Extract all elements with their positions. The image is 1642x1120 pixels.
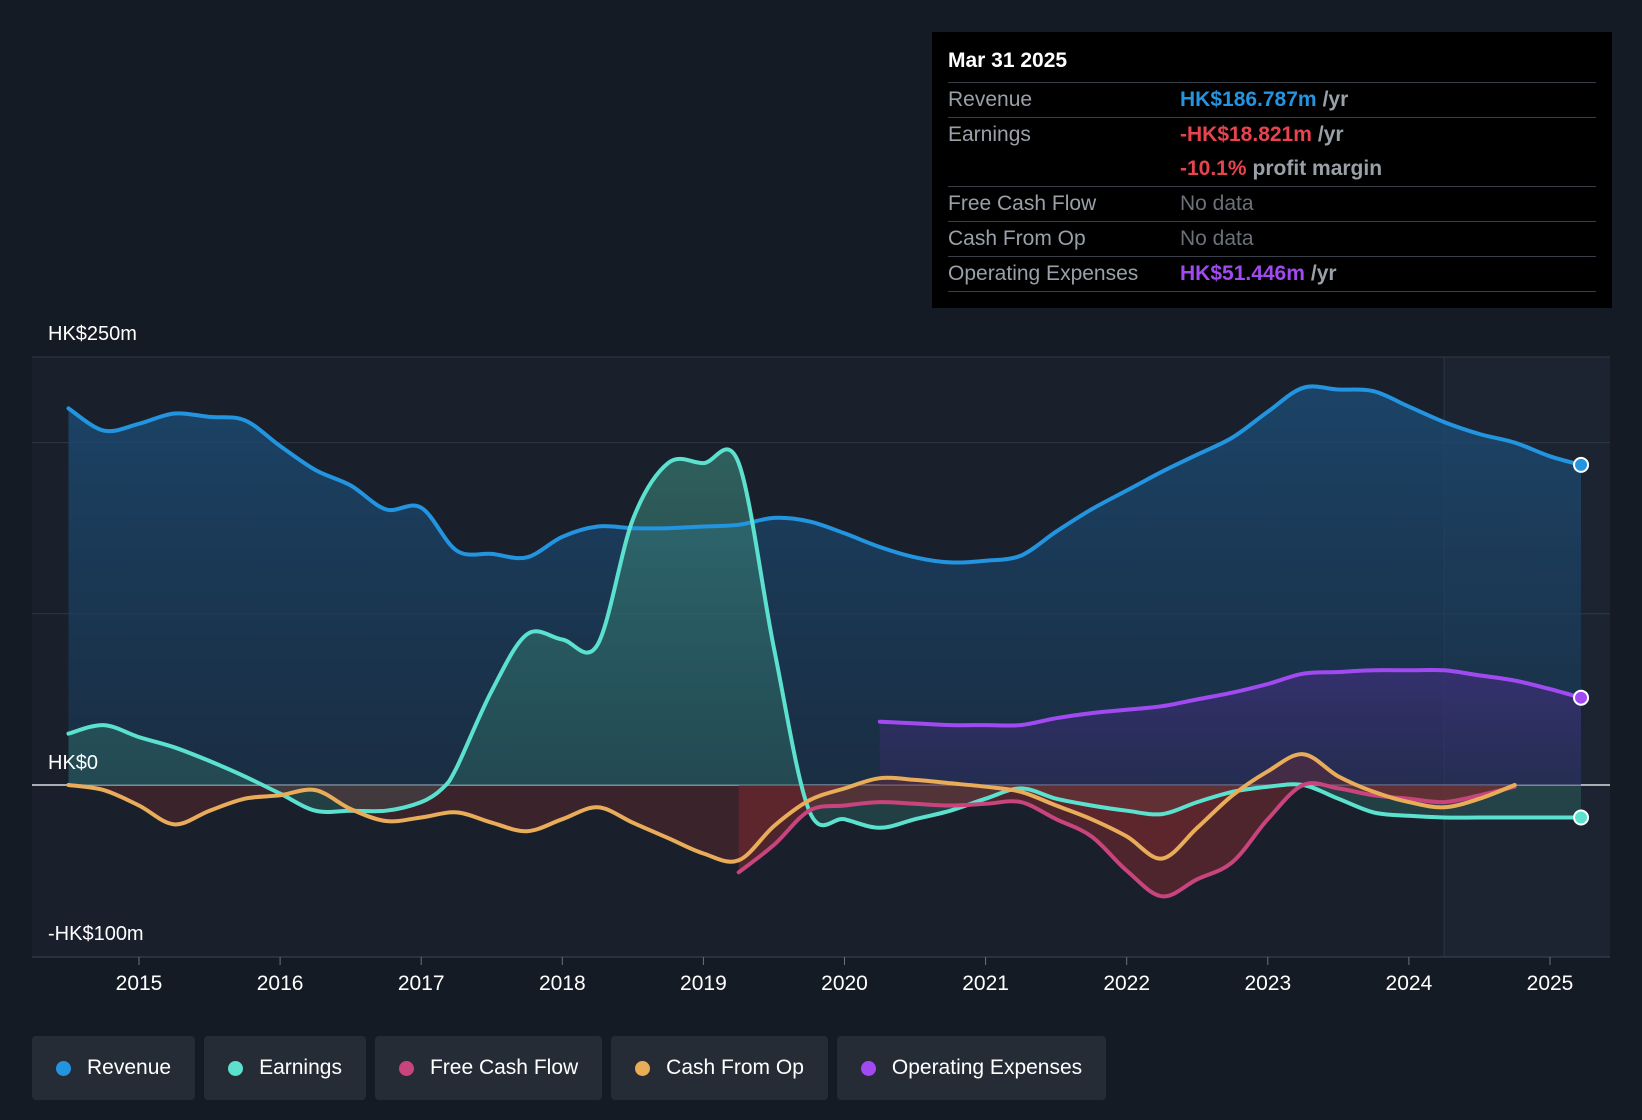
opex-end-marker[interactable] bbox=[1573, 689, 1590, 706]
legend-label: Earnings bbox=[259, 1056, 342, 1079]
tooltip-row-value: HK$186.787m bbox=[1180, 88, 1317, 111]
tooltip-row-value: No data bbox=[1180, 227, 1254, 250]
x-tick-label: 2024 bbox=[1386, 972, 1433, 995]
x-tick-label: 2020 bbox=[821, 972, 868, 995]
opex-area bbox=[879, 669, 1581, 785]
tooltip-row-value: -10.1% bbox=[1180, 157, 1247, 180]
tooltip-row: Operating Expenses HK$51.446m/yr bbox=[948, 257, 1596, 292]
tooltip-row: -10.1% profit margin bbox=[948, 152, 1596, 187]
revenue-area bbox=[68, 386, 1581, 785]
tooltip-row-label: Free Cash Flow bbox=[948, 192, 1097, 215]
series-lines bbox=[66, 384, 1583, 899]
y-label-bottom: -HK$100m bbox=[48, 923, 144, 945]
opex-line bbox=[877, 667, 1583, 728]
tooltip-row-label: Earnings bbox=[948, 123, 1031, 146]
tooltip-date: Mar 31 2025 bbox=[948, 46, 1596, 83]
tooltip-row: Earnings -HK$18.821m/yr bbox=[948, 118, 1596, 152]
tooltip-row-value: -HK$18.821m bbox=[1180, 123, 1312, 146]
x-tick-label: 2017 bbox=[398, 972, 445, 995]
y-label-top: HK$250m bbox=[48, 323, 137, 345]
legend: Revenue Earnings Free Cash Flow Cash From O… bbox=[32, 1036, 1107, 1100]
tooltip-row: Cash From Op No data bbox=[948, 222, 1596, 257]
legend-item-cash-from-op[interactable]: Cash From Op bbox=[611, 1036, 828, 1100]
x-tick-label: 2015 bbox=[116, 972, 163, 995]
y-label-zero: HK$0 bbox=[48, 752, 98, 774]
legend-label: Revenue bbox=[87, 1056, 172, 1079]
tooltip-panel: Mar 31 2025 Revenue HK$186.787m/yr Earning… bbox=[932, 32, 1612, 308]
legend-label: Free Cash Flow bbox=[429, 1056, 579, 1079]
tooltip-row: Revenue HK$186.787m/yr bbox=[948, 83, 1596, 118]
tooltip-row-label: Operating Expenses bbox=[948, 262, 1139, 285]
x-tick-label: 2025 bbox=[1527, 972, 1574, 995]
tooltip-row-unit: /yr bbox=[1317, 123, 1344, 146]
legend-item-free-cash-flow[interactable]: Free Cash Flow bbox=[374, 1036, 603, 1100]
x-tick-label: 2019 bbox=[680, 972, 727, 995]
cfo-line bbox=[66, 752, 1517, 864]
end-markers bbox=[1573, 456, 1590, 826]
legend-label: Operating Expenses bbox=[891, 1056, 1083, 1079]
tooltip-row-unit: profit margin bbox=[1252, 157, 1383, 180]
x-tick-label: 2016 bbox=[257, 972, 304, 995]
tooltip-row-label: Cash From Op bbox=[948, 227, 1086, 250]
legend-item-revenue[interactable]: Revenue bbox=[32, 1036, 196, 1100]
series-areas bbox=[68, 386, 1581, 897]
axes: 2015 2016 2017 2018 2019 2020 2021 2022 2023 2024… bbox=[48, 323, 1573, 995]
revenue-end-marker[interactable] bbox=[1573, 456, 1590, 473]
tooltip-row: Free Cash Flow No data bbox=[948, 187, 1596, 222]
legend-dot-icon bbox=[635, 1060, 651, 1076]
legend-dot-icon bbox=[860, 1060, 876, 1076]
x-tick-label: 2021 bbox=[962, 972, 1009, 995]
legend-dot-icon bbox=[228, 1060, 244, 1076]
tooltip-row-label bbox=[948, 152, 1180, 186]
tooltip-row-value: HK$51.446m bbox=[1180, 262, 1305, 285]
fcf-area bbox=[738, 783, 1515, 897]
x-tick-label: 2018 bbox=[539, 972, 586, 995]
tooltip-row-value: No data bbox=[1180, 192, 1254, 215]
legend-dot-icon bbox=[56, 1060, 71, 1076]
earnings-end-marker[interactable] bbox=[1573, 809, 1590, 826]
legend-item-earnings[interactable]: Earnings bbox=[204, 1036, 366, 1100]
x-tick-label: 2023 bbox=[1244, 972, 1291, 995]
revenue-line bbox=[66, 384, 1583, 565]
legend-label: Cash From Op bbox=[666, 1056, 804, 1079]
x-tick-label: 2022 bbox=[1103, 972, 1150, 995]
earnings-line bbox=[66, 447, 1583, 830]
legend-item-operating-expenses[interactable]: Operating Expenses bbox=[836, 1036, 1107, 1100]
tooltip-row-label: Revenue bbox=[948, 88, 1033, 111]
tooltip-row-unit: /yr bbox=[1310, 262, 1337, 285]
legend-dot-icon bbox=[398, 1060, 414, 1076]
tooltip-row-unit: /yr bbox=[1322, 88, 1349, 111]
